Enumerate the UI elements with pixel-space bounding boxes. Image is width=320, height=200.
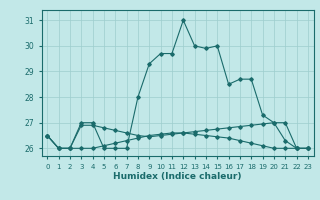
X-axis label: Humidex (Indice chaleur): Humidex (Indice chaleur)	[113, 172, 242, 181]
